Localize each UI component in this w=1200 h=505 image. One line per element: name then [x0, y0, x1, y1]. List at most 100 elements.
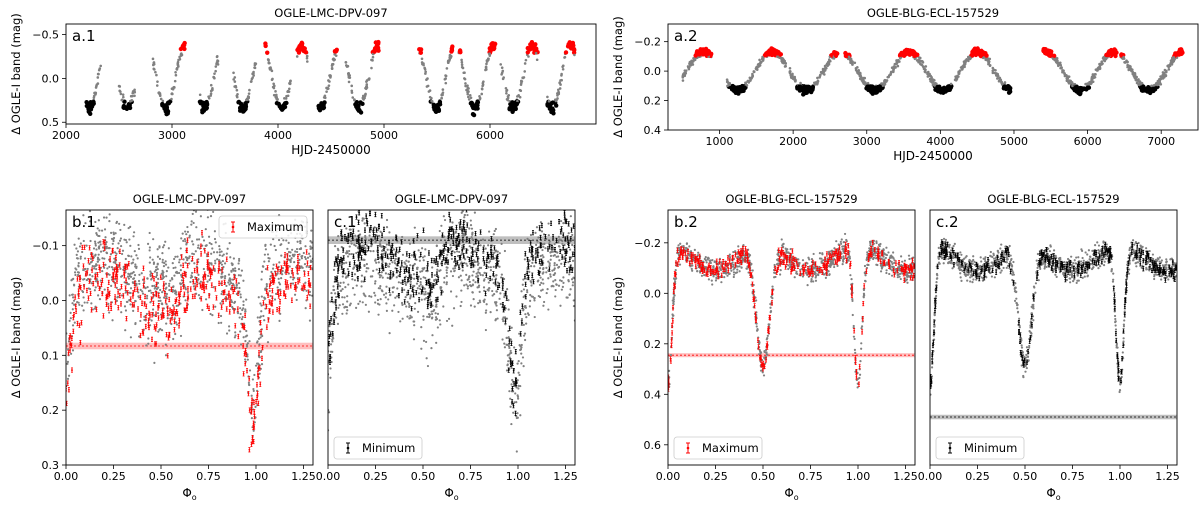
- data-point-other: [207, 235, 211, 238]
- data-point-other: [120, 252, 124, 256]
- data-point-other: [277, 281, 281, 284]
- data-point-other: [559, 304, 562, 307]
- data-point-other: [510, 351, 513, 355]
- data-point-other: [561, 285, 564, 288]
- data-point-other: [158, 257, 162, 260]
- data-point-other: [289, 258, 292, 262]
- data-point-other: [431, 266, 434, 269]
- data-point-other: [164, 263, 168, 266]
- data-point-other: [82, 214, 85, 217]
- data-point-other: [73, 321, 76, 324]
- data-point-other: [151, 308, 155, 311]
- data-point-other: [827, 62, 830, 65]
- data-point-other: [378, 234, 381, 237]
- x-tick-label: 4000: [926, 135, 954, 148]
- data-point-other: [406, 300, 409, 304]
- data-point-other: [468, 280, 471, 284]
- data-point-other: [507, 308, 510, 311]
- data-point-other: [849, 57, 852, 60]
- data-point-other: [988, 64, 992, 68]
- y-axis-label: Δ OGLE-I band (mag): [611, 16, 625, 137]
- data-point-other: [542, 256, 545, 259]
- data-point-other: [241, 308, 244, 312]
- data-point-other: [263, 319, 266, 322]
- data-point-other: [332, 301, 336, 304]
- data-point-other: [260, 310, 263, 313]
- data-point-other: [528, 270, 531, 273]
- data-point-other: [280, 254, 283, 257]
- data-point-other: [427, 90, 431, 93]
- data-point-other: [69, 311, 72, 314]
- data-point-other: [77, 261, 80, 265]
- data-point-other: [154, 268, 158, 272]
- data-point-other: [426, 270, 429, 273]
- data-point-other: [492, 251, 495, 255]
- data-point-other: [562, 281, 565, 284]
- data-point-other: [553, 98, 557, 102]
- data-point-other: [66, 362, 69, 365]
- legend-box: [218, 215, 308, 239]
- data-point-other: [252, 387, 255, 391]
- data-point-other: [573, 53, 576, 57]
- data-point-other: [430, 317, 434, 320]
- data-point-other: [757, 62, 761, 66]
- data-point-other: [496, 317, 499, 320]
- data-point-other: [557, 241, 560, 244]
- data-point-other: [464, 84, 467, 88]
- data-point-other: [460, 253, 463, 256]
- data-point-other: [755, 66, 759, 69]
- data-point-other: [549, 275, 552, 278]
- data-point-other: [108, 200, 110, 202]
- data-point-other: [496, 250, 499, 253]
- data-point-maximum: [295, 47, 300, 53]
- data-point-other: [540, 289, 543, 292]
- data-point-other: [465, 88, 468, 92]
- data-point-other: [991, 69, 995, 72]
- data-point-other: [172, 266, 175, 270]
- data-point-other: [520, 343, 523, 347]
- data-point-other: [443, 262, 447, 265]
- data-point-other: [519, 83, 523, 86]
- data-point-other: [520, 80, 524, 83]
- data-point-other: [90, 302, 93, 305]
- data-point-other: [311, 294, 313, 297]
- data-point-other: [370, 245, 373, 248]
- data-point-other: [439, 323, 442, 326]
- data-point-other: [135, 282, 138, 285]
- data-point-other: [148, 246, 151, 249]
- data-point-maximum: [910, 48, 915, 54]
- data-point-other: [926, 72, 929, 76]
- data-point-other: [94, 272, 97, 275]
- data-point-other: [143, 315, 146, 318]
- data-point-other: [233, 336, 236, 339]
- data-point-other: [487, 244, 490, 247]
- data-point-other: [516, 362, 519, 365]
- data-point-other: [1052, 57, 1055, 61]
- data-point-other: [568, 240, 571, 244]
- data-point-maximum: [569, 41, 574, 46]
- data-point-other: [436, 312, 440, 315]
- data-point-other: [528, 305, 531, 308]
- data-point-other: [264, 243, 267, 246]
- data-point-other: [163, 261, 166, 265]
- data-point-other: [375, 268, 378, 271]
- data-point-other: [68, 319, 71, 322]
- data-point-other: [500, 273, 503, 276]
- data-point-other: [473, 305, 476, 308]
- data-point-other: [208, 241, 211, 245]
- data-point-other: [260, 295, 263, 298]
- data-point-other: [111, 242, 114, 245]
- data-point-other: [516, 99, 519, 103]
- data-point-minimum: [198, 101, 203, 106]
- data-point-other: [555, 283, 558, 286]
- reference-band: [66, 342, 313, 350]
- data-point-other: [174, 70, 177, 74]
- data-point-other: [167, 266, 170, 269]
- data-point-other: [191, 240, 194, 243]
- data-point-other: [351, 278, 354, 281]
- data-point-other: [330, 63, 334, 67]
- data-point-other: [407, 260, 410, 263]
- data-point-other: [778, 56, 781, 60]
- data-point-other: [545, 266, 548, 269]
- data-point-other: [789, 73, 792, 77]
